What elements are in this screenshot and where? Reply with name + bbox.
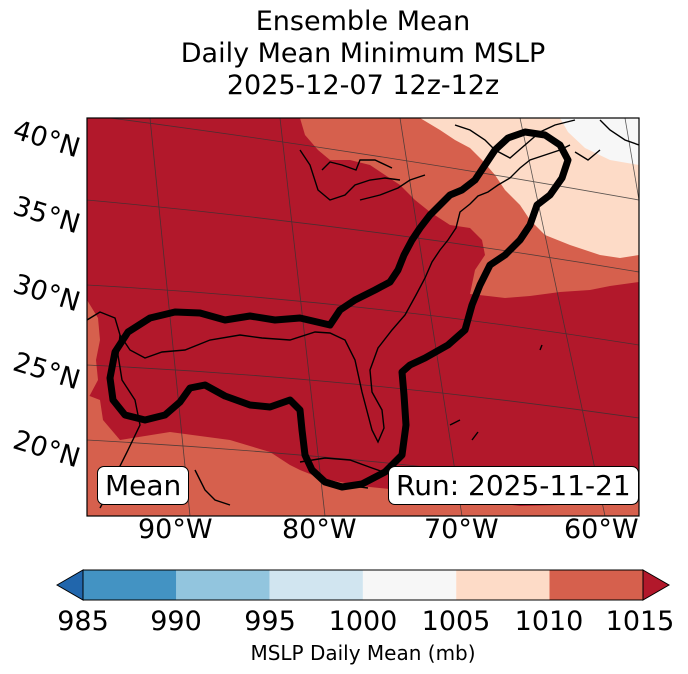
lon-label-80w: 80°W [282,514,357,545]
colorbar-tick-995: 995 [244,606,296,637]
run-label: Run: 2025-11-21 [388,466,639,505]
colorbar-tick-985: 985 [57,606,109,637]
colorbar-outline [82,569,644,601]
colorbar-segment-1000-1005 [362,570,457,600]
pressure-field-1000-1005-northeast [420,118,639,258]
colorbar-over-arrow [642,569,671,601]
map-frame [86,117,640,517]
colorbar-segment-1005-1010 [456,570,550,600]
colorbar-label: MSLP Daily Mean (mb) [250,641,476,665]
lon-label-90w: 90°W [138,514,213,545]
pressure-field-1005-1010-west [87,300,100,400]
lon-label-60w: 60°W [564,514,639,545]
colorbar-tick-990: 990 [150,606,202,637]
contour-1000mb [106,128,572,491]
colorbar-tick-1005: 1005 [421,606,491,637]
pressure-field-995-1000-corner [560,118,639,165]
colorbar-under-arrow [55,569,84,601]
colorbar-segment-1010-1015 [549,570,643,600]
title-line-2: Daily Mean Minimum MSLP [180,38,546,69]
colorbar-segment-995-1000 [269,570,363,600]
colorbar-segment-985-990 [83,570,177,600]
mean-label: Mean [97,466,190,505]
title-line-1: Ensemble Mean [255,6,471,37]
title-line-3: 2025-12-07 12z-12z [226,70,500,101]
colorbar-segment-990-995 [176,570,270,600]
colorbar-tick-1010: 1010 [514,606,584,637]
colorbar-tick-1000: 1000 [328,606,398,637]
lon-label-70w: 70°W [424,514,499,545]
graticule [87,118,639,516]
colorbar [55,569,671,601]
colorbar-tick-1015: 1015 [605,606,675,637]
pressure-field-1005-1010-south [87,395,639,516]
